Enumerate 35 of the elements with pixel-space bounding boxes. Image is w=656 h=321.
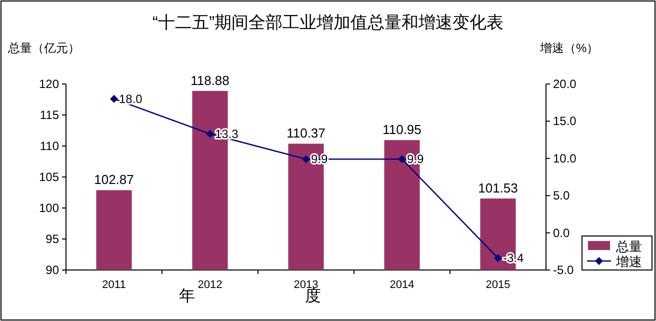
x-tick-label: 2014: [390, 279, 414, 291]
data-label: 110.37: [286, 126, 326, 141]
xlabel: 年度: [179, 288, 431, 305]
point: [494, 254, 502, 262]
data-label: 101.53: [478, 180, 518, 196]
point: [206, 130, 214, 138]
chart-title: “十二五”期间全部工业增加值总量和增速变化表: [152, 13, 504, 32]
point: [398, 155, 406, 164]
data-label: 110.95: [382, 122, 422, 138]
y-tick-label: 110: [40, 139, 60, 153]
x-tick-label: 2015: [486, 279, 510, 291]
y-axis-title: 总量（亿元）: [7, 41, 80, 55]
y-tick-label: 95: [46, 232, 60, 246]
x-tick-label: 2011: [102, 279, 126, 291]
y2-tick-label: 10.0: [553, 151, 577, 166]
y2-tick-label: 15.0: [553, 114, 577, 128]
y2-tick-label: 20.0: [553, 77, 577, 91]
y2-tick-label: 5.0: [553, 188, 570, 203]
y2-axis-title: 增速（%）: [539, 41, 599, 55]
data-label: 102.87: [94, 172, 134, 188]
y-tick-label: 90: [46, 263, 60, 277]
y-tick-label: 120: [38, 77, 60, 91]
point: [302, 155, 310, 164]
y2-tick-label: -5.0: [553, 263, 574, 277]
data-label: 118.88: [190, 72, 230, 88]
legend-label: 增速: [615, 254, 642, 269]
legend-label: 总量: [615, 239, 642, 254]
x-tick-label: 2012: [198, 279, 222, 291]
point: [110, 94, 118, 103]
y-tick-label: 105: [38, 170, 60, 184]
data-label: 18.0: [119, 92, 143, 106]
data-label: 13.3: [215, 126, 239, 141]
y-tick-label: 115: [40, 108, 60, 122]
y2-tick-label: 0.0: [553, 226, 570, 240]
y-tick-label: 100: [38, 201, 60, 215]
